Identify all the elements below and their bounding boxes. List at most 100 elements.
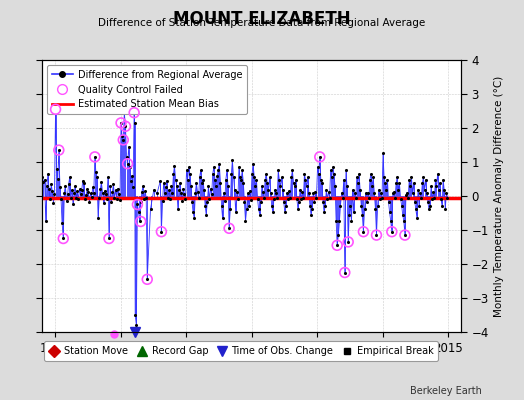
Point <box>397 196 405 202</box>
Point <box>443 194 452 201</box>
Point <box>371 206 379 212</box>
Point <box>266 174 274 180</box>
Point <box>232 209 240 216</box>
Point <box>143 276 151 282</box>
Point <box>168 189 177 196</box>
Point <box>419 174 428 180</box>
Point <box>344 239 353 245</box>
Point <box>395 180 403 186</box>
Point <box>239 180 248 186</box>
Point <box>323 196 332 202</box>
Point <box>420 187 429 193</box>
Point <box>398 212 407 218</box>
Point <box>85 199 94 205</box>
Point <box>211 176 219 183</box>
Point <box>336 202 345 209</box>
Point <box>436 196 445 202</box>
Point <box>341 269 349 276</box>
Point <box>78 187 86 193</box>
Point <box>56 184 64 191</box>
Point <box>165 187 173 193</box>
Point <box>332 218 341 225</box>
Point <box>362 190 370 196</box>
Point <box>136 218 144 225</box>
Point <box>174 187 183 193</box>
Point <box>406 183 414 190</box>
Point <box>64 181 73 187</box>
Point <box>157 228 166 235</box>
Point <box>333 242 341 248</box>
Point <box>217 202 226 209</box>
Point <box>333 242 341 248</box>
Point <box>359 228 368 235</box>
Point <box>254 196 262 202</box>
Point <box>386 209 394 216</box>
Point <box>340 176 348 183</box>
Point <box>93 174 101 180</box>
Point <box>346 202 354 209</box>
Point <box>303 174 312 180</box>
Point <box>318 180 326 186</box>
Point <box>221 198 229 204</box>
Point <box>201 202 210 209</box>
Point <box>81 196 89 202</box>
Point <box>53 176 62 182</box>
Point <box>126 164 134 170</box>
Point <box>129 184 137 191</box>
Point <box>83 185 91 192</box>
Y-axis label: Monthly Temperature Anomaly Difference (°C): Monthly Temperature Anomaly Difference (… <box>495 75 505 317</box>
Point <box>377 189 385 196</box>
Point <box>379 150 387 157</box>
Point <box>427 183 435 190</box>
Point <box>436 180 444 186</box>
Point <box>66 174 74 180</box>
Legend: Station Move, Record Gap, Time of Obs. Change, Empirical Break: Station Move, Record Gap, Time of Obs. C… <box>44 342 438 361</box>
Point <box>113 196 121 202</box>
Point <box>228 157 237 164</box>
Point <box>183 176 192 183</box>
Point <box>384 199 392 205</box>
Point <box>350 209 358 216</box>
Point <box>442 189 451 196</box>
Point <box>390 189 398 195</box>
Point <box>114 185 122 192</box>
Point <box>115 191 123 198</box>
Point <box>199 176 207 183</box>
Point <box>225 225 233 232</box>
Point <box>71 182 79 189</box>
Point <box>162 184 170 191</box>
Point <box>59 235 68 242</box>
Point <box>324 189 333 195</box>
Point <box>110 194 118 201</box>
Point <box>398 202 406 209</box>
Point <box>356 187 364 193</box>
Point <box>223 167 231 174</box>
Point <box>358 212 367 218</box>
Point <box>62 198 71 204</box>
Point <box>260 194 268 201</box>
Point <box>196 167 205 174</box>
Point <box>314 171 323 177</box>
Point <box>61 182 70 189</box>
Point <box>425 206 433 212</box>
Point <box>428 196 436 202</box>
Point <box>410 180 418 186</box>
Point <box>67 194 75 201</box>
Point <box>88 194 96 200</box>
Point <box>132 322 140 328</box>
Point <box>143 276 151 282</box>
Point <box>91 154 99 160</box>
Point <box>45 186 53 192</box>
Point <box>107 199 115 205</box>
Point <box>382 187 390 193</box>
Point <box>204 183 213 190</box>
Point <box>182 167 191 174</box>
Point <box>97 179 106 186</box>
Point <box>202 212 210 218</box>
Point <box>103 196 111 202</box>
Point <box>230 174 238 180</box>
Point <box>194 194 203 201</box>
Point <box>331 183 340 190</box>
Point <box>243 206 251 212</box>
Point <box>41 218 50 225</box>
